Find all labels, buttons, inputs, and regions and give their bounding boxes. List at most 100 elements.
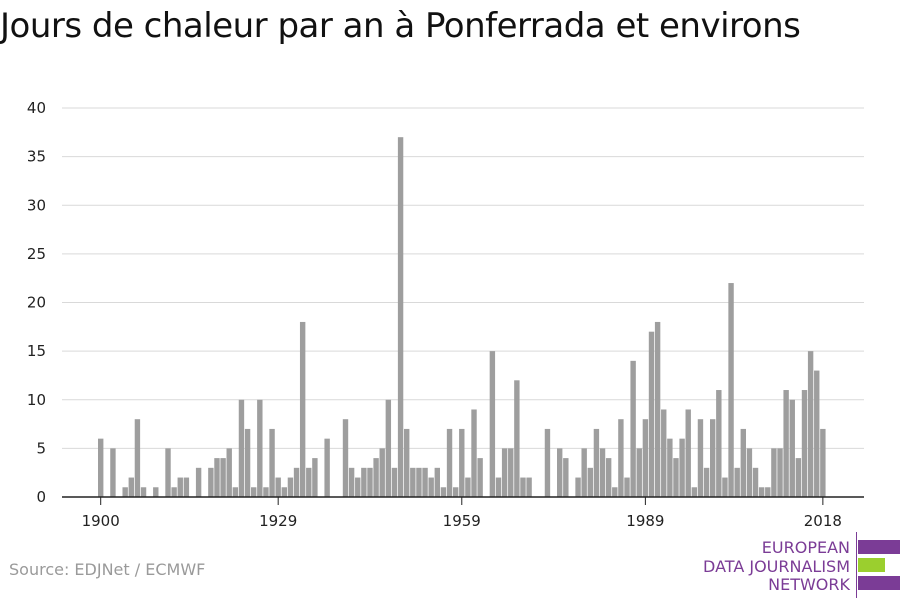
x-tick-label: 1900 [82,512,120,530]
bar [391,467,398,497]
bar [465,477,471,497]
x-tick-label: 2018 [804,512,842,530]
bar [777,448,783,497]
bar [299,321,306,497]
bar [575,477,581,497]
bar [563,458,569,497]
bar [361,467,367,497]
bar [514,380,520,497]
bar [293,467,300,497]
y-tick-label: 5 [36,439,46,457]
bar [281,487,287,497]
logo-bar-green [858,558,885,572]
bar [257,399,263,497]
bar [226,448,232,497]
bar [593,428,600,497]
chart-title: Jours de chaleur par an à Ponferrada et … [0,6,801,46]
bar [648,331,655,497]
bar [251,487,257,497]
bar [171,487,177,497]
bar [679,438,685,497]
bar [263,487,269,497]
bar [195,467,202,497]
y-axis-ticks: 0 5 10 15 20 25 30 35 40 [27,99,46,506]
bar [495,477,502,497]
bar [618,419,624,497]
logo-divider [856,532,857,598]
bar [734,467,740,497]
grid-lines [62,107,864,449]
bar [440,487,447,497]
bar [814,370,820,497]
bar [446,428,453,497]
bar [287,477,294,497]
bar [477,458,483,497]
bar [526,477,532,497]
bar [661,409,667,497]
bar [581,448,587,497]
bar [599,448,606,497]
bar [385,399,392,497]
bar [165,448,171,497]
bar [544,428,551,497]
bar [716,390,722,497]
bar [269,428,275,497]
edjnet-logo[interactable]: EUROPEAN DATA JOURNALISM NETWORK [700,530,900,600]
bar [312,458,318,497]
y-tick-label: 10 [27,391,46,409]
bars [98,137,826,498]
bar [428,477,434,497]
logo-line-3: NETWORK [768,575,850,594]
bar [342,419,349,497]
bar [153,487,159,497]
bar [434,467,440,497]
bar [355,477,361,497]
bar [630,360,636,497]
bar [134,419,141,497]
bar [220,458,226,497]
bar [348,467,355,497]
y-tick-label: 25 [27,245,46,263]
bar [691,487,698,497]
bar [740,428,746,497]
bar [214,458,220,497]
bar [404,428,410,497]
y-tick-label: 0 [36,488,46,506]
bar [471,409,477,497]
x-tick-label: 1989 [626,512,664,530]
bar [183,477,190,497]
bar [422,467,428,497]
bar [654,321,661,497]
logo-bar-purple-bottom [858,576,900,590]
bar [122,487,128,497]
logo-line-2: DATA JOURNALISM [703,557,850,576]
bar [501,448,508,497]
bar [177,477,183,497]
bar [244,428,251,497]
bar [758,487,765,497]
bar [667,438,673,497]
bar [673,458,679,497]
bar [379,448,385,497]
y-tick-label: 40 [27,99,46,117]
bar [624,477,630,497]
bar [765,487,771,497]
bar [238,399,245,497]
bar [410,467,416,497]
bar [324,438,330,497]
logo-line-1: EUROPEAN [761,538,850,557]
bar [459,428,465,497]
x-tick-label: 1929 [259,512,297,530]
bar [520,477,526,497]
bar [306,467,312,497]
bar [489,351,496,497]
source-note: Source: EDJNet / ECMWF [9,560,206,579]
y-tick-label: 20 [27,294,46,312]
bar [208,467,214,497]
bar [98,438,104,497]
bar [710,419,716,497]
bar [807,351,814,497]
bar [783,390,789,497]
bar [722,477,728,497]
